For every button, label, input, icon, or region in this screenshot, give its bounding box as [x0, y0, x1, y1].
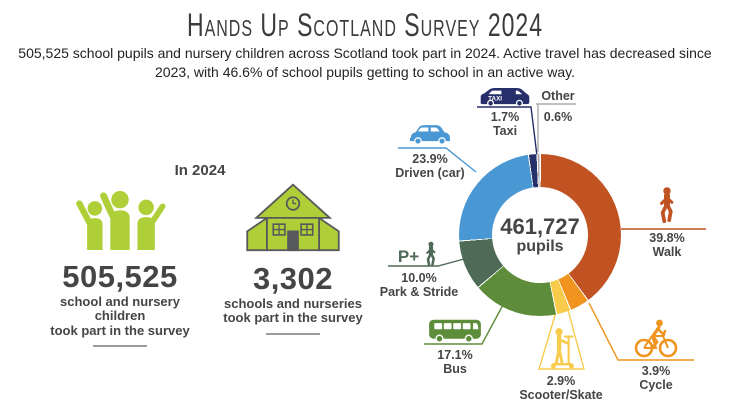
pupils-caption-line1: school and nursery children: [60, 294, 180, 324]
park-and-stride-icon: P+: [374, 240, 464, 267]
other-label: Other 0.6%: [541, 89, 575, 125]
donut-center: 461,727 pupils: [492, 187, 588, 283]
scooter-label: 2.9% Scooter/Skate: [513, 327, 609, 403]
people-group-icon: [76, 190, 166, 250]
taxi-label: TAXI 1.7% Taxi: [472, 87, 538, 139]
cyclist-icon: [634, 319, 678, 358]
park-walker-icon: [426, 241, 436, 267]
bus-icon: [429, 319, 481, 343]
svg-text:TAXI: TAXI: [488, 96, 502, 103]
divider-rule: [93, 344, 147, 347]
donut-chart: 461,727 pupils: [459, 154, 621, 316]
pupils-count: 505,525: [62, 259, 178, 294]
subtitle-text: 505,525 school pupils and nursery childr…: [18, 45, 712, 80]
walk-label: 39.8% Walk: [629, 186, 705, 260]
schools-caption-line1: schools and nurseries: [224, 296, 362, 311]
car-icon: [410, 125, 450, 145]
total-pupils-label: pupils: [516, 237, 564, 255]
pupils-caption-line2: took part in the survey: [50, 322, 190, 338]
page-title: Hands Up Scotland Survey 2024: [186, 6, 544, 43]
schools-stat-block: 3,302 schools and nurseries took part in…: [210, 182, 376, 335]
stats-year-heading: In 2024: [174, 162, 226, 179]
school-house-icon: [246, 183, 340, 252]
scooter-icon: [550, 328, 574, 369]
park-stride-label: P+ 10.0% Park & Stride: [374, 240, 464, 300]
pupils-stat-block: 505,525 school and nursery children took…: [34, 190, 206, 347]
total-pupils-value: 461,727: [500, 213, 580, 239]
walking-person-icon: [660, 187, 674, 224]
cycle-label: 3.9% Cycle: [613, 319, 699, 393]
taxi-icon: TAXI: [480, 87, 530, 106]
driven-label: 23.9% Driven (car): [390, 121, 470, 181]
schools-count: 3,302: [252, 261, 334, 296]
divider-rule: [266, 332, 320, 335]
bus-label: 17.1% Bus: [418, 318, 492, 377]
schools-caption-line2: took part in the survey: [223, 310, 363, 326]
